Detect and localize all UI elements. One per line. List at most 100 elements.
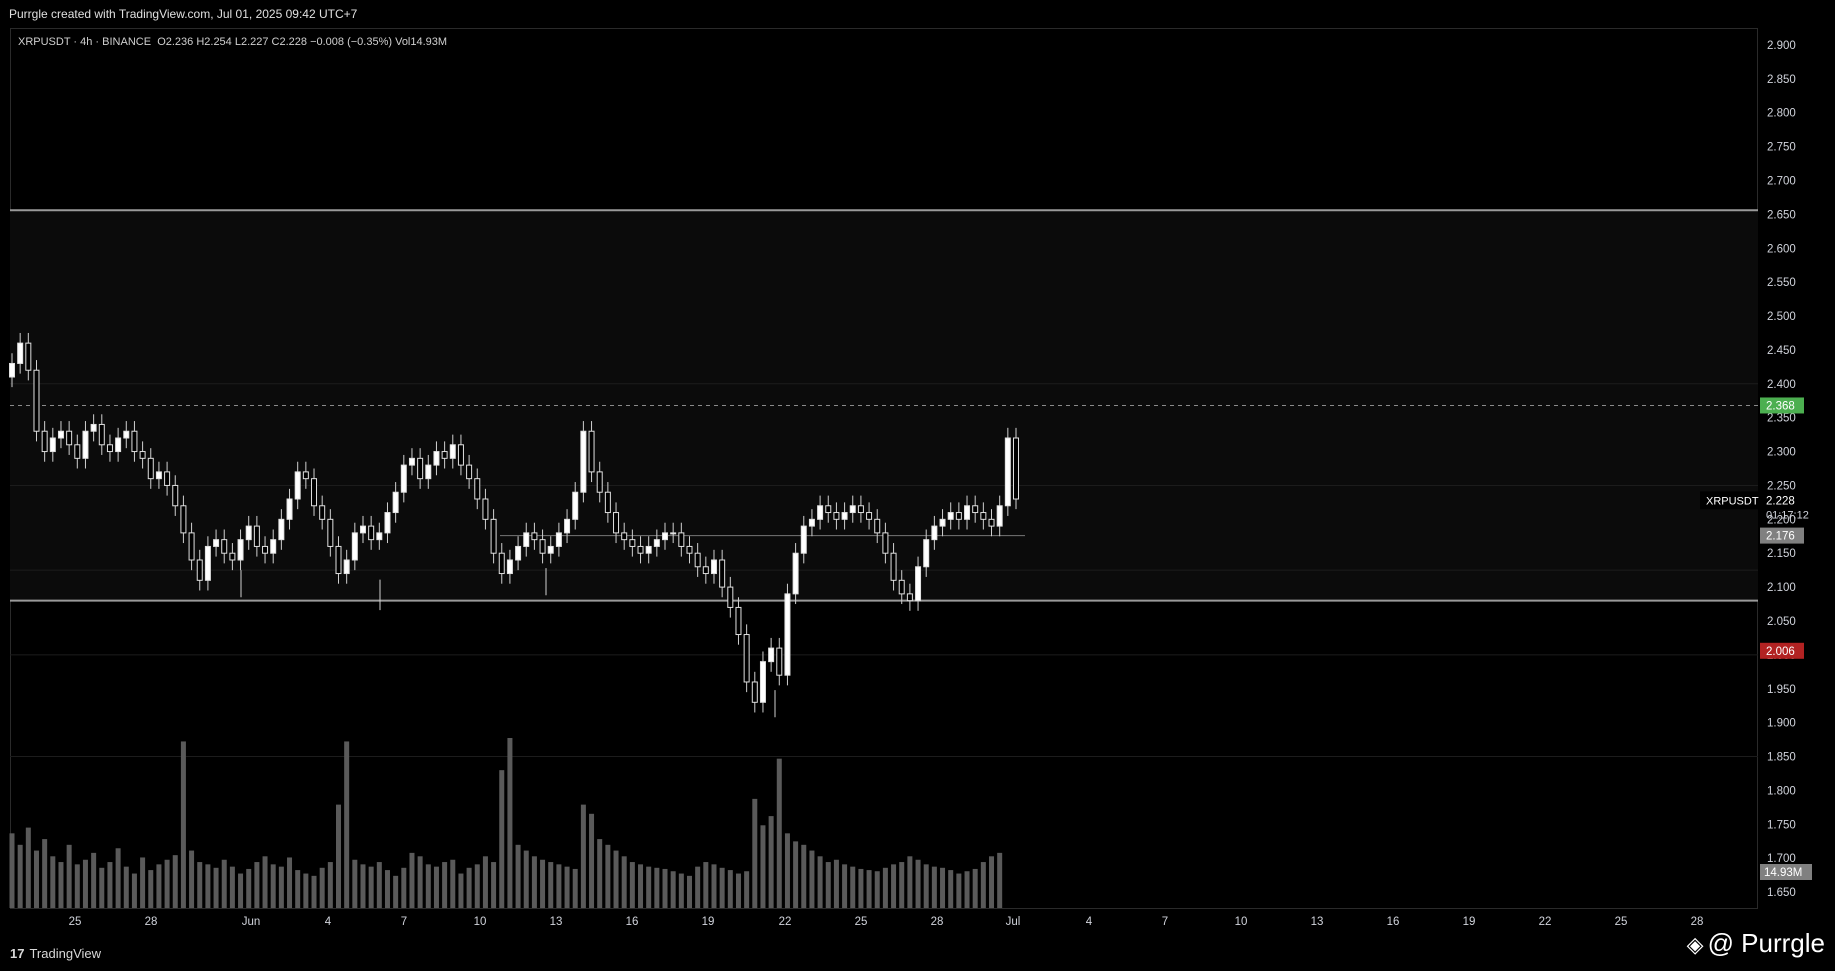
candle-body — [66, 430, 73, 446]
y-tick-label: 2.750 — [1767, 142, 1796, 154]
horizontal-levels[interactable] — [10, 209, 1758, 602]
candle-body — [164, 471, 171, 486]
price-badges: 2.368 2.176 2.006 XRPUSDT 2.228 01:17:12 14.93… — [1700, 397, 1812, 880]
candle-body — [874, 518, 881, 534]
y-tick-label: 2.600 — [1767, 243, 1796, 255]
volume-bar — [915, 859, 921, 908]
y-tick-label: 2.300 — [1767, 447, 1796, 459]
candle-body — [311, 478, 318, 507]
volume-bar — [336, 804, 342, 908]
volume-bar — [499, 770, 505, 908]
x-tick-label: 25 — [69, 916, 82, 928]
candle-body — [580, 430, 587, 493]
volume-bar — [670, 871, 676, 908]
volume-bar — [344, 741, 350, 908]
candle-body — [931, 525, 938, 541]
candle-body — [849, 505, 856, 514]
volume-bar — [50, 856, 56, 908]
volume-bar — [605, 844, 611, 908]
y-tick-label: 2.550 — [1767, 277, 1796, 289]
volume-bar — [409, 852, 415, 908]
candle-body — [702, 566, 709, 575]
symbol-legend[interactable]: XRPUSDT · 4h · BINANCE O2.236 H2.254 L2.… — [18, 36, 447, 48]
candle-body — [123, 430, 130, 439]
entry-badge-bg — [1760, 527, 1804, 544]
candle-body — [555, 532, 562, 547]
volume-bar — [784, 833, 790, 908]
volume-bar — [25, 827, 31, 908]
candle-body — [25, 342, 32, 371]
volume-bar — [360, 864, 366, 908]
x-tick-label: 28 — [145, 916, 158, 928]
candle-body — [719, 559, 726, 588]
x-tick-label: 28 — [1691, 916, 1704, 928]
volume-bar — [450, 859, 456, 908]
candle-body — [155, 471, 162, 480]
candle-body — [686, 545, 693, 554]
volume-bar — [466, 867, 472, 908]
candle-body — [490, 518, 497, 554]
volume-bar — [613, 850, 619, 908]
candle-body — [800, 525, 807, 554]
candle-body — [400, 464, 407, 493]
candle-body — [629, 539, 636, 547]
x-tick-label: 28 — [931, 916, 944, 928]
candle-body — [147, 457, 154, 480]
candle-body — [74, 444, 81, 459]
volume-bar — [99, 867, 105, 908]
candle-body — [319, 505, 326, 520]
candle-body — [139, 451, 146, 459]
candle-body — [9, 362, 15, 378]
candle-body — [196, 559, 203, 581]
volume-bar — [164, 859, 170, 908]
candle-body — [678, 532, 685, 547]
volume-bar — [303, 873, 309, 908]
volume-bar — [833, 859, 839, 908]
candle-body — [327, 518, 334, 547]
volume-bar — [254, 862, 260, 908]
volume-bar — [760, 825, 766, 908]
volume-bar — [33, 850, 39, 908]
volume-bar — [58, 862, 64, 908]
candle-body — [988, 518, 995, 527]
volume-bar — [646, 866, 652, 908]
candle-body — [1004, 437, 1011, 507]
volume-bar — [907, 856, 913, 908]
tradingview-brand: TradingView — [29, 946, 102, 961]
candle-body — [213, 539, 220, 547]
candle-body — [172, 484, 179, 507]
candle-body — [523, 532, 530, 547]
volume-bar — [654, 867, 660, 908]
candle-body — [735, 606, 742, 636]
x-tick-label: Jul — [1006, 916, 1021, 928]
volume-bar — [229, 866, 235, 908]
candle-body — [82, 430, 89, 459]
candle-body — [727, 586, 734, 608]
x-tick-label: 13 — [1311, 916, 1324, 928]
candle-body — [825, 505, 832, 514]
volume-bar — [980, 862, 986, 908]
candle-body — [49, 437, 56, 453]
y-tick-label: 2.150 — [1767, 548, 1796, 560]
volume-bar — [507, 738, 513, 908]
candle-body — [531, 532, 538, 541]
volume-bar — [197, 862, 203, 908]
candle-body — [955, 512, 962, 520]
volume-bar — [703, 862, 709, 908]
candle-body — [245, 525, 252, 541]
volume-bar — [246, 868, 252, 908]
volume-bar — [107, 862, 113, 908]
volume-bar — [140, 857, 146, 908]
volume-bar — [352, 859, 358, 908]
volume-bar — [948, 870, 954, 908]
candle-body — [221, 539, 228, 554]
volume-bars — [9, 738, 1003, 908]
volume-bar — [695, 866, 701, 908]
volume-bar — [491, 862, 497, 908]
candle-body — [115, 437, 122, 453]
candle-body — [441, 451, 448, 459]
candle-body — [17, 342, 24, 364]
candle-body — [482, 498, 489, 520]
y-tick-label: 2.350 — [1767, 413, 1796, 425]
